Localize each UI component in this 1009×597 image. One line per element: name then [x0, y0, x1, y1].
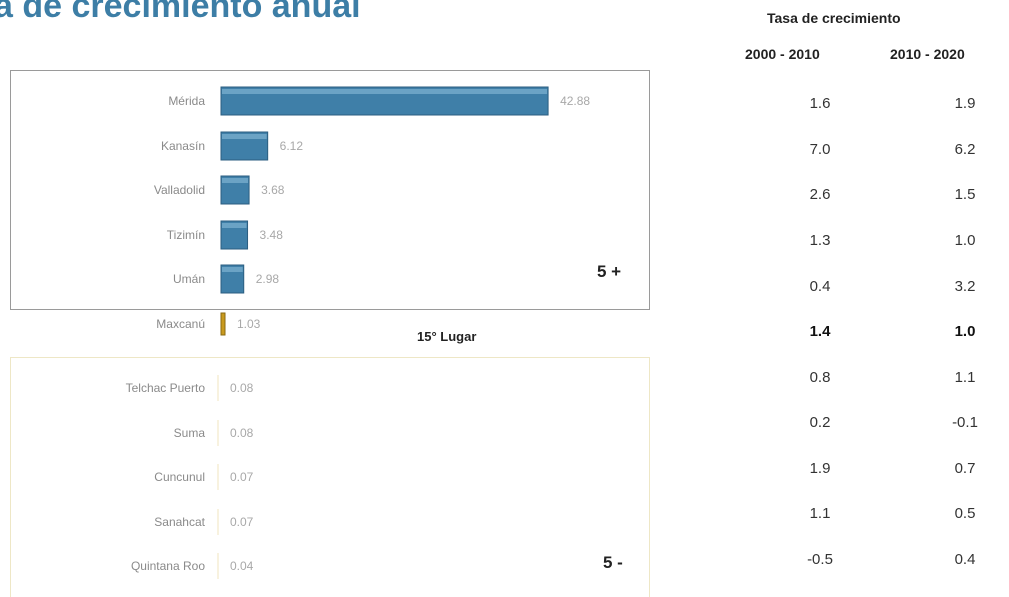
table-cell-2010-2020: 1.0 — [954, 323, 976, 340]
value-label-quintana-roo: 0.04 — [230, 559, 254, 573]
value-label-uman: 2.98 — [256, 272, 280, 286]
table-cell-2000-2010: 1.1 — [809, 505, 831, 522]
table-cell-2000-2010: 1.9 — [809, 460, 831, 477]
bar-highlight-valladolid — [222, 178, 249, 183]
value-label-sanahcat: 0.07 — [230, 515, 254, 529]
table-cell-2010-2020: -0.1 — [952, 414, 978, 431]
table-row: 7.0 6.2 — [760, 141, 1000, 163]
value-label-suma: 0.08 — [230, 426, 254, 440]
table-row: 0.4 3.2 — [760, 278, 1000, 300]
table-cell-2010-2020: 1.5 — [954, 186, 976, 203]
bar-maxcanu — [220, 312, 226, 336]
bar-highlight-merida — [222, 89, 548, 94]
table-cell-2010-2020: 3.2 — [954, 278, 976, 295]
category-label-suma: Suma — [174, 426, 206, 440]
bottom-five-tag: 5 - — [603, 553, 623, 572]
bar-chart: Mérida 42.88 Kanasín 6.12 Valladolid 3.68 Tizi… — [126, 86, 590, 579]
chart-title-fragment: a de crecimiento anual — [0, 0, 361, 25]
category-label-sanahcat: Sanahcat — [154, 515, 205, 529]
top-five-box — [10, 70, 650, 310]
category-label-telchac-puerto: Telchac Puerto — [126, 381, 206, 395]
table-row: 2.6 1.5 — [760, 186, 1000, 208]
table-cell-2000-2010: 1.3 — [809, 232, 831, 249]
table-cell-2010-2020: 6.2 — [954, 141, 976, 158]
table-row: 1.6 1.9 — [760, 95, 1000, 117]
table-cell-2010-2020: 0.7 — [954, 460, 976, 477]
category-label-uman: Umán — [173, 272, 205, 286]
category-label-tizimin: Tizimín — [167, 228, 205, 242]
table-row: -0.5 0.4 — [760, 551, 1000, 573]
table-cell-2000-2010: 1.6 — [809, 95, 831, 112]
category-label-merida: Mérida — [168, 94, 205, 108]
table-row: 1.1 0.5 — [760, 505, 1000, 527]
table-cell-2010-2020: 1.1 — [954, 369, 976, 386]
table-cell-2000-2010: 0.4 — [809, 278, 831, 295]
table-cell-2010-2020: 0.4 — [954, 551, 976, 568]
category-label-valladolid: Valladolid — [154, 183, 205, 197]
table-row: 0.8 1.1 — [760, 369, 1000, 391]
table-cell-2000-2010: 0.8 — [809, 369, 831, 386]
table-row: 1.9 0.7 — [760, 460, 1000, 482]
value-label-merida: 42.88 — [560, 94, 590, 108]
category-label-quintana-roo: Quintana Roo — [131, 559, 205, 573]
table-cell-2000-2010: -0.5 — [807, 551, 833, 568]
table-row: 1.3 1.0 — [760, 232, 1000, 254]
table-header-2010-2020: 2010 - 2020 — [890, 46, 965, 62]
table-cell-2010-2020: 0.5 — [954, 505, 976, 522]
table-cell-2010-2020: 1.0 — [954, 232, 976, 249]
value-label-tizimin: 3.48 — [260, 228, 284, 242]
value-label-maxcanu: 1.03 — [237, 317, 261, 331]
category-label-maxcanu: Maxcanú — [156, 317, 205, 331]
table-cell-2000-2010: 1.4 — [809, 323, 831, 340]
bar-highlight-kanasin — [222, 134, 267, 139]
category-label-kanasin: Kanasín — [161, 139, 205, 153]
table-cell-2010-2020: 1.9 — [954, 95, 976, 112]
top-five-tag: 5 + — [597, 262, 622, 281]
table-row: 0.2 -0.1 — [760, 414, 1000, 436]
bar-highlight-tizimin — [222, 223, 247, 228]
value-label-cuncunul: 0.07 — [230, 470, 254, 484]
category-label-cuncunul: Cuncunul — [154, 470, 205, 484]
bottom-five-box — [10, 357, 650, 597]
table-cell-2000-2010: 2.6 — [809, 186, 831, 203]
table-row: 1.4 1.0 — [760, 323, 1000, 345]
table-header-2000-2010: 2000 - 2010 — [745, 46, 820, 62]
value-label-valladolid: 3.68 — [261, 183, 285, 197]
table-cell-2000-2010: 0.2 — [809, 414, 831, 431]
value-label-kanasin: 6.12 — [280, 139, 304, 153]
table-title: Tasa de crecimiento — [767, 10, 901, 26]
value-label-telchac-puerto: 0.08 — [230, 381, 254, 395]
bar-highlight-uman — [222, 267, 243, 272]
table-cell-2000-2010: 7.0 — [809, 141, 831, 158]
rank-label: 15° Lugar — [417, 329, 477, 344]
